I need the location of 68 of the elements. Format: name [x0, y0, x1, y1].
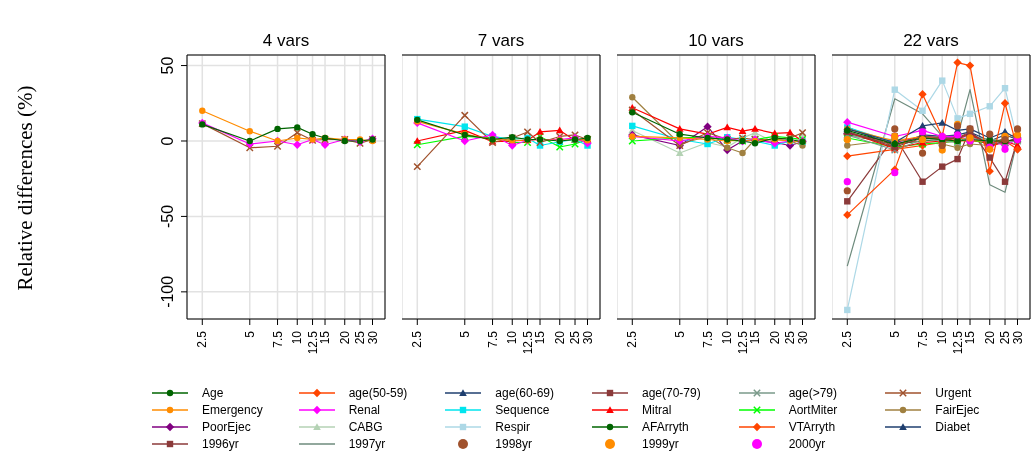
- chart-title: 10 vars: [687, 30, 745, 52]
- legend-label: AortMiter: [788, 403, 838, 417]
- legend-label: Age: [202, 386, 224, 400]
- x-tick-label: 30: [365, 330, 380, 345]
- x-tick-label: 5: [887, 330, 902, 338]
- x-tick-label: 2.5: [840, 330, 855, 348]
- x-tick-label: 10: [290, 330, 305, 345]
- legend-label: 1997yr: [348, 437, 386, 451]
- y-axis-title: Relative differences (%): [13, 84, 38, 293]
- x-tick-label: 5: [672, 330, 687, 338]
- legend-label: age(>79): [788, 386, 838, 400]
- x-tick-label: 7.5: [270, 330, 285, 348]
- x-tick-label: 30: [1010, 330, 1025, 345]
- legend-label: Mitral: [642, 403, 672, 417]
- x-tick-label: 30: [795, 330, 810, 345]
- legend-label: 1998yr: [495, 437, 533, 451]
- legend-label: CABG: [348, 420, 383, 434]
- y-tick-label: -100: [159, 275, 176, 308]
- x-tick-label: 15: [748, 330, 763, 345]
- legend-label: Urgent: [935, 386, 972, 400]
- legend-label: 2000yr: [788, 437, 826, 451]
- x-tick-label: 2.5: [195, 330, 210, 348]
- chart-title: 7 vars: [476, 30, 526, 52]
- x-tick-label: 12.5: [305, 330, 320, 355]
- legend-label: Diabet: [935, 420, 971, 434]
- x-tick-label: 10: [720, 330, 735, 345]
- x-tick-label: 2.5: [410, 330, 425, 348]
- x-tick-label: 25: [353, 330, 368, 345]
- legend-label: VTArryth: [788, 420, 836, 434]
- x-tick-label: 7.5: [915, 330, 930, 348]
- x-tick-label: 12.5: [950, 330, 965, 355]
- x-tick-label: 20: [337, 330, 352, 345]
- x-tick-label: 15: [533, 330, 548, 345]
- legend-label: Emergency: [202, 403, 263, 417]
- x-tick-label: 2.5: [625, 330, 640, 348]
- x-tick-label: 20: [552, 330, 567, 345]
- chart-title: 4 vars: [261, 30, 311, 52]
- legend-label: age(50-59): [348, 386, 408, 400]
- x-tick-label: 30: [580, 330, 595, 345]
- y-tick-label: -50: [159, 204, 176, 228]
- x-tick-label: 25: [783, 330, 798, 345]
- x-tick-label: 12.5: [735, 330, 750, 355]
- x-tick-label: 7.5: [700, 330, 715, 348]
- x-tick-label: 10: [505, 330, 520, 345]
- x-tick-label: 12.5: [520, 330, 535, 355]
- chart-title: 22 vars: [902, 30, 960, 52]
- legend-label: FairEjec: [935, 403, 980, 417]
- legend-label: age(70-79): [642, 386, 701, 400]
- y-tick-label: 0: [159, 136, 176, 146]
- x-tick-label: 7.5: [485, 330, 500, 348]
- x-tick-label: 25: [998, 330, 1013, 345]
- legend-label: 1996yr: [202, 437, 239, 451]
- legend-label: PoorEjec: [202, 420, 251, 434]
- x-tick-label: 5: [242, 330, 257, 338]
- x-tick-label: 20: [767, 330, 782, 345]
- x-tick-label: 5: [457, 330, 472, 338]
- legend-label: 1999yr: [642, 437, 679, 451]
- legend-label: AFArryth: [642, 420, 689, 434]
- x-tick-label: 15: [963, 330, 978, 345]
- x-tick-label: 25: [568, 330, 583, 345]
- legend-label: age(60-69): [495, 386, 555, 400]
- x-tick-label: 20: [982, 330, 997, 345]
- y-tick-label: 50: [159, 56, 176, 75]
- legend-label: Renal: [348, 403, 381, 417]
- x-tick-label: 15: [318, 330, 333, 345]
- legend-label: Sequence: [495, 403, 550, 417]
- x-tick-label: 10: [935, 330, 950, 345]
- legend-label: Respir: [495, 420, 531, 434]
